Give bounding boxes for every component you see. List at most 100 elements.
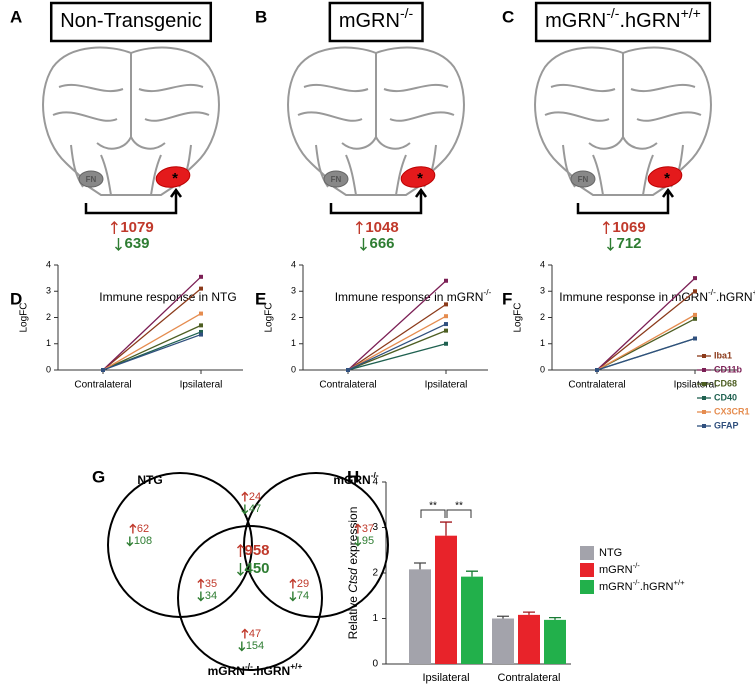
down-count: 95: [362, 535, 374, 547]
series-marker: [444, 278, 448, 283]
legend-swatch: [580, 580, 594, 594]
brain-diagram: FN *: [534, 46, 712, 215]
y-tick-label: 0: [540, 364, 545, 374]
lesion-marker: *: [172, 170, 178, 187]
text-segment: +/+: [681, 5, 701, 21]
genotype-label: Non-Transgenic: [60, 10, 202, 32]
error-bar: [497, 615, 509, 619]
text-segment: .hGRN: [253, 664, 290, 678]
series-marker: [444, 328, 448, 333]
down-count: 74: [297, 590, 309, 602]
text-segment: -/-: [633, 578, 641, 587]
fastigial-nucleus: [78, 170, 104, 188]
up-count: 1048: [365, 219, 398, 236]
up-arrow-icon: [355, 221, 363, 234]
y-tick-label: 2: [540, 312, 545, 322]
down-arrow-icon: [114, 238, 122, 251]
legend-label: Iba1: [714, 350, 732, 360]
legend-label: CD68: [714, 378, 737, 388]
text-segment: expression: [346, 507, 360, 568]
text-segment: NTG: [137, 473, 162, 487]
text-segment: Immune response in mGRN: [335, 290, 484, 304]
significance-label: **: [429, 501, 437, 512]
up-count: 1069: [612, 219, 645, 236]
down-arrow-icon: [241, 504, 249, 515]
text-segment: NTG: [599, 547, 622, 559]
down-count: 666: [369, 235, 394, 252]
series-marker: [199, 311, 203, 316]
y-tick-label: 3: [540, 286, 545, 296]
series-line: [102, 324, 202, 371]
brain-diagram: FN *: [287, 46, 465, 215]
up-count: 1079: [120, 219, 153, 236]
error-bar: [549, 616, 561, 620]
y-tick-label: 0: [372, 659, 378, 670]
venn-circle: [243, 472, 389, 618]
legend-label: CD11b: [714, 364, 743, 374]
down-count: 47: [249, 503, 261, 515]
series-marker: [693, 316, 697, 321]
up-count: 35: [205, 578, 217, 590]
y-tick-label: 1: [46, 338, 51, 348]
up-count: 958: [244, 542, 269, 559]
series-marker: [199, 274, 203, 279]
y-tick-label: 4: [372, 477, 378, 488]
fastigial-nucleus: [323, 170, 349, 188]
down-arrow-icon: [238, 641, 246, 652]
up-arrow-icon: [241, 491, 249, 502]
x-tick-label: Ipsilateral: [422, 672, 469, 684]
series-marker: [444, 314, 448, 319]
set-label: mGRN-/-: [333, 470, 378, 487]
down-count: 154: [246, 640, 264, 652]
lesion-marker: *: [664, 170, 670, 187]
series-marker: [693, 336, 697, 341]
series-marker: [595, 368, 599, 372]
panel-letter: G: [92, 467, 105, 486]
up-arrow-icon: [197, 578, 205, 589]
series-marker: [199, 329, 203, 334]
up-count: 62: [137, 523, 149, 535]
y-axis-label: LogFC: [264, 302, 275, 332]
chart-title: Immune response in NTG: [99, 290, 236, 304]
text-segment: Ctsd: [346, 568, 360, 593]
down-arrow-icon: [197, 591, 205, 602]
genotype-label: mGRN-/-: [339, 5, 414, 33]
text-segment: Immune response in NTG: [99, 290, 236, 304]
down-arrow-icon: [359, 238, 367, 251]
down-arrow-icon: [606, 238, 614, 251]
down-arrow-icon: [236, 563, 244, 576]
nucleus-label: FN: [86, 175, 97, 184]
text-segment: +/+: [674, 578, 686, 587]
up-count: 37: [362, 523, 374, 535]
panel-letter: A: [10, 7, 22, 26]
series-marker: [101, 368, 105, 372]
series-line: [596, 277, 696, 371]
label-box: [534, 1, 712, 43]
x-tick-label: Ipsilateral: [674, 380, 717, 391]
legend-marker: [702, 354, 706, 358]
error-bar: [440, 521, 452, 536]
brain-folia: [544, 53, 702, 196]
legend-swatch: [580, 546, 594, 560]
series-marker: [346, 368, 350, 372]
significance-bracket: [446, 509, 472, 519]
up-arrow-icon: [602, 221, 610, 234]
y-tick-label: 4: [46, 259, 51, 269]
x-tick-label: Ipsilateral: [425, 380, 468, 391]
text-segment: .hGRN: [640, 581, 674, 593]
y-tick-label: 1: [540, 338, 545, 348]
text-segment: mGRN: [599, 581, 633, 593]
comparison-bracket: [329, 187, 428, 215]
y-tick-label: 2: [46, 312, 51, 322]
text-segment: mGRN: [208, 664, 245, 678]
lesion-site: [155, 166, 191, 188]
up-arrow-icon: [129, 523, 137, 534]
set-label: NTG: [137, 473, 162, 487]
up-arrow-icon: [236, 544, 244, 557]
text-segment: -/-: [245, 661, 253, 671]
y-tick-label: 4: [291, 259, 296, 269]
text-segment: Immune response in mGRN: [559, 290, 708, 304]
down-arrow-icon: [354, 536, 362, 547]
y-tick-label: 3: [372, 522, 378, 533]
up-count: 24: [249, 491, 261, 503]
